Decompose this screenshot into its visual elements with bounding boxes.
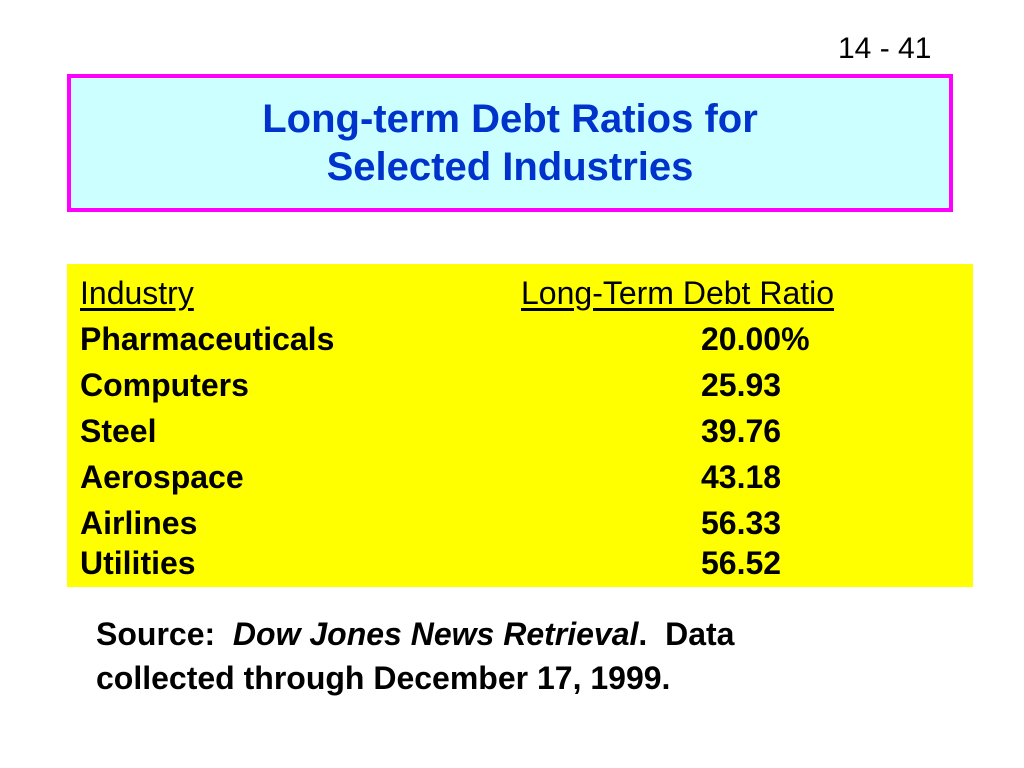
header-ratio: Long-Term Debt Ratio — [521, 275, 835, 311]
ratio-cell: 20.00% — [701, 321, 810, 357]
table-row: Steel 39.76 — [80, 408, 960, 454]
industry-cell: Computers — [80, 367, 249, 403]
table-header-row: Industry Long-Term Debt Ratio — [80, 270, 960, 316]
title-line-2: Selected Industries — [326, 145, 694, 189]
source-line1-end: Data — [665, 616, 735, 652]
industry-cell: Pharmaceuticals — [80, 321, 335, 357]
industry-cell: Utilities — [80, 545, 196, 581]
table-row: Aerospace 43.18 — [80, 454, 960, 500]
ratio-cell: 39.76 — [701, 413, 782, 449]
source-note: Source: Dow Jones News Retrieval. Data c… — [96, 616, 735, 696]
header-industry: Industry — [80, 275, 194, 311]
title-box: Long-term Debt Ratios for Selected Indus… — [67, 74, 953, 212]
ratio-cell: 56.33 — [701, 505, 782, 541]
ratio-cell: 43.18 — [701, 459, 782, 495]
source-label: Source: — [96, 616, 216, 652]
table-row: Airlines 56.33 — [80, 500, 960, 546]
industry-cell: Steel — [80, 413, 157, 449]
page-number: 14 - 41 — [838, 32, 932, 65]
title-line-1: Long-term Debt Ratios for — [262, 97, 758, 141]
source-publication: Dow Jones News Retrieval — [232, 616, 639, 652]
table-row: Pharmaceuticals 20.00% — [80, 316, 960, 362]
ratio-cell: 25.93 — [701, 367, 782, 403]
table-row: Computers 25.93 — [80, 362, 960, 408]
source-line2: collected through December 17, 1999. — [96, 660, 671, 696]
ratio-cell: 56.52 — [701, 545, 782, 581]
industry-cell: Aerospace — [80, 459, 244, 495]
debt-ratio-table: Industry Long-Term Debt Ratio Pharmaceut… — [67, 264, 973, 587]
table-row: Utilities 56.52 — [80, 540, 960, 586]
industry-cell: Airlines — [80, 505, 198, 541]
